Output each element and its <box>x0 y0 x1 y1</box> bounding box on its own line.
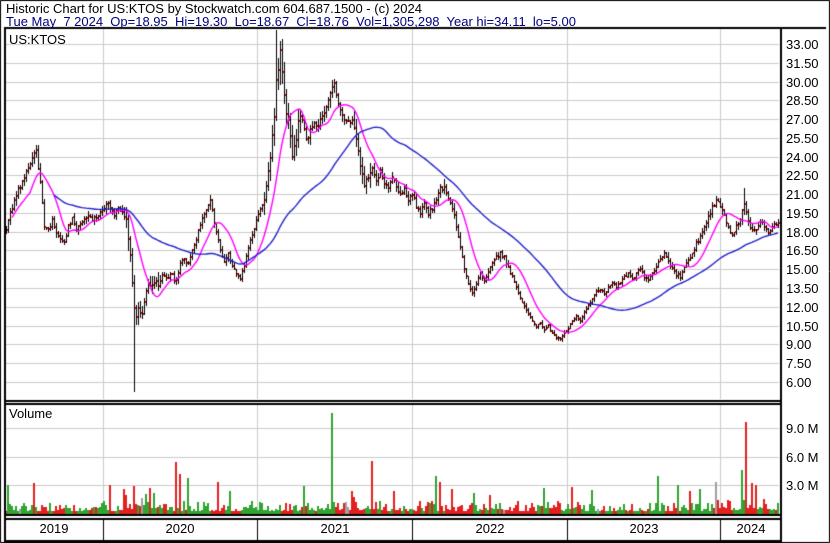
price-axis-label: 10.50 <box>786 319 819 334</box>
volume-axis-label: 3.0 M <box>786 478 819 493</box>
price-axis-label: 25.50 <box>786 131 819 146</box>
price-axis-label: 24.00 <box>786 150 819 165</box>
price-axis-label: 9.00 <box>786 337 812 352</box>
price-axis-label: 16.50 <box>786 243 819 258</box>
chart-title: Historic Chart for US:KTOS by Stockwatch… <box>6 1 422 16</box>
price-axis-label: 18.00 <box>786 225 819 240</box>
price-axis-label: 21.00 <box>786 187 819 202</box>
price-axis-label: 33.00 <box>786 37 819 52</box>
price-axis-label: 31.50 <box>786 56 819 71</box>
price-axis-label: 27.00 <box>786 112 819 127</box>
price-axis-label: 12.00 <box>786 300 819 315</box>
year-label: 2022 <box>475 521 505 536</box>
price-axis-label: 22.50 <box>786 168 819 183</box>
price-axis-label: 15.00 <box>786 262 819 277</box>
symbol-label: US:KTOS <box>9 32 66 47</box>
price-axis-label: 7.50 <box>786 356 812 371</box>
quote-summary-line: Tue May 7 2024 Op=18.95 Hi=19.30 Lo=18.6… <box>6 14 576 29</box>
volume-pane-label: Volume <box>9 406 53 421</box>
year-label: 2019 <box>39 521 69 536</box>
volume-axis-label: 9.0 M <box>786 421 819 436</box>
year-label: 2020 <box>165 521 195 536</box>
price-axis-label: 6.00 <box>786 375 812 390</box>
price-axis-label: 19.50 <box>786 206 819 221</box>
year-label: 2024 <box>736 521 766 536</box>
price-axis-label: 28.50 <box>786 93 819 108</box>
price-axis-label: 30.00 <box>786 75 819 90</box>
price-axis-label: 13.50 <box>786 281 819 296</box>
year-label: 2023 <box>629 521 659 536</box>
volume-axis-label: 6.0 M <box>786 450 819 465</box>
year-label: 2021 <box>320 521 350 536</box>
